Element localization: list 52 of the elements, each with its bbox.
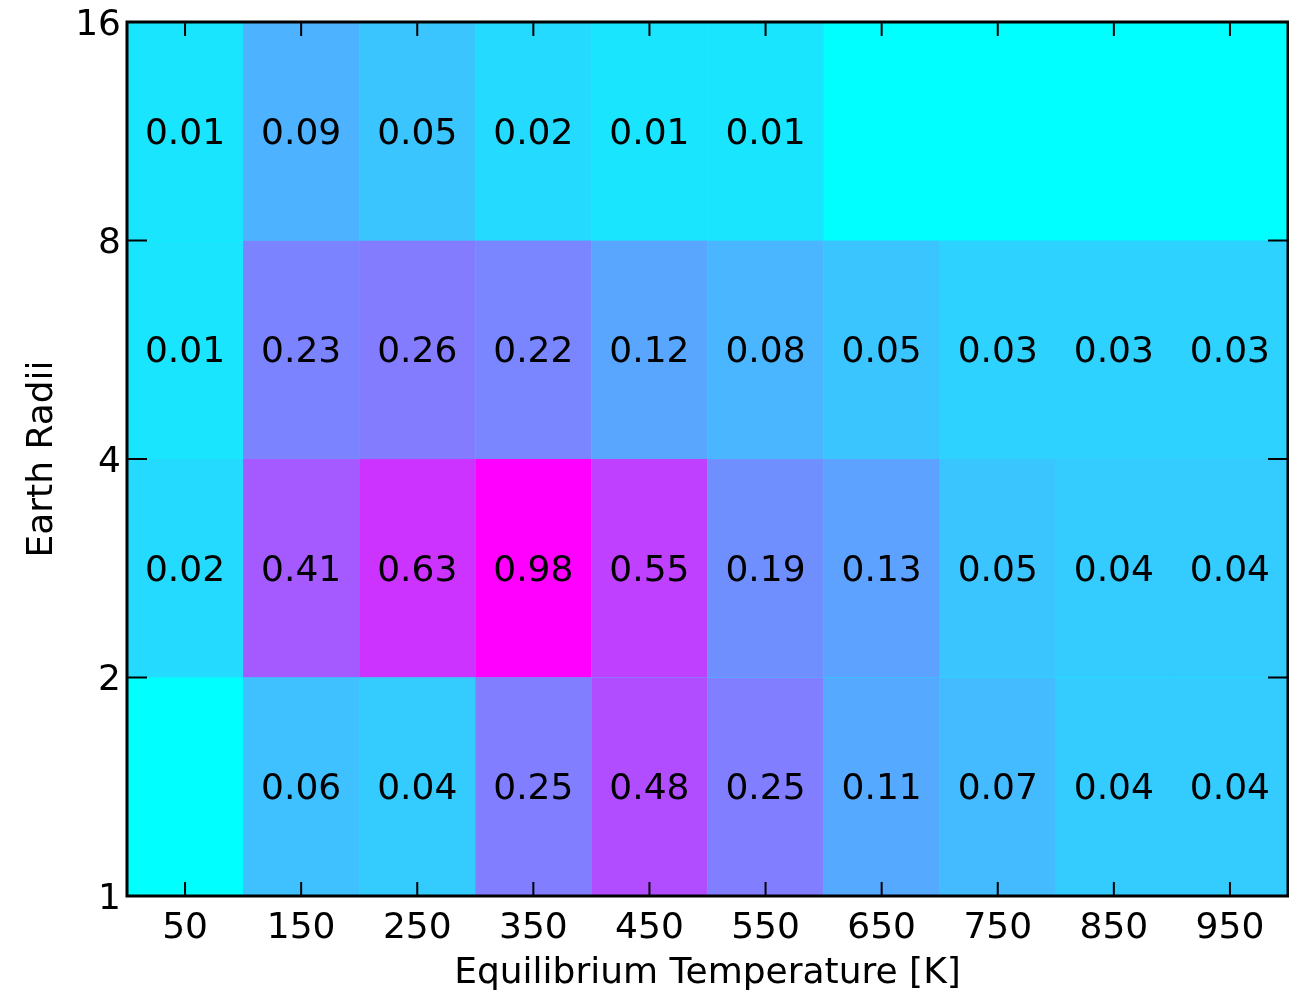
x-tick-label: 350 xyxy=(498,905,568,946)
data-label: 0.06 xyxy=(261,766,342,808)
data-label: 0.02 xyxy=(144,547,226,589)
data-label: 0.22 xyxy=(493,329,574,371)
data-label: 0.23 xyxy=(261,329,342,371)
data-label: 0.05 xyxy=(841,329,922,371)
data-label: 0.25 xyxy=(493,766,574,808)
data-label: 0.04 xyxy=(1189,766,1271,808)
y-tick-label: 1 xyxy=(98,875,121,917)
data-label: 0.04 xyxy=(1189,547,1271,589)
x-tick-label: 850 xyxy=(1079,905,1149,946)
data-label: 0.63 xyxy=(377,547,458,589)
x-tick-label: 650 xyxy=(847,905,917,946)
data-label: 0.26 xyxy=(377,329,458,371)
data-label: 0.03 xyxy=(1189,329,1271,371)
x-axis-title: Equilibrium Temperature [K] xyxy=(454,950,961,991)
data-label: 0.41 xyxy=(261,547,342,589)
data-label: 0.25 xyxy=(725,766,806,808)
y-tick-label: 16 xyxy=(75,1,121,43)
data-label: 0.02 xyxy=(493,110,574,152)
y-tick-label: 2 xyxy=(98,657,121,698)
data-label: 0.05 xyxy=(957,547,1038,589)
data-label: 0.12 xyxy=(609,329,690,371)
x-tick-label: 750 xyxy=(963,905,1033,946)
x-tick-label: 250 xyxy=(382,905,452,946)
data-label: 0.48 xyxy=(609,766,690,808)
data-label: 0.01 xyxy=(144,110,226,152)
x-tick-label: 450 xyxy=(615,905,684,946)
x-tick-label: 50 xyxy=(162,905,208,946)
data-label: 0.08 xyxy=(725,329,806,371)
x-tick-label: 550 xyxy=(731,905,800,946)
data-label: 0.11 xyxy=(841,766,922,808)
data-label: 0.13 xyxy=(841,547,922,589)
x-tick-label: 150 xyxy=(266,905,336,946)
y-axis-title: Earth Radii xyxy=(19,360,60,558)
data-label: 0.04 xyxy=(1073,766,1154,808)
data-label: 0.55 xyxy=(609,547,690,589)
y-tick-label: 4 xyxy=(98,438,121,480)
x-tick-label: 950 xyxy=(1195,905,1265,946)
data-label: 0.07 xyxy=(957,766,1038,808)
data-label: 0.04 xyxy=(1073,547,1154,589)
data-label: 0.03 xyxy=(1073,329,1154,371)
data-label: 0.03 xyxy=(957,329,1038,371)
data-label: 0.01 xyxy=(725,110,806,152)
data-label: 0.01 xyxy=(144,329,226,371)
data-label: 0.09 xyxy=(261,110,342,152)
data-label: 0.98 xyxy=(493,547,574,589)
y-tick-label: 8 xyxy=(98,220,121,261)
data-label: 0.04 xyxy=(377,766,458,808)
data-label: 0.05 xyxy=(377,110,458,152)
data-label: 0.01 xyxy=(609,110,690,152)
data-label: 0.19 xyxy=(725,547,806,589)
